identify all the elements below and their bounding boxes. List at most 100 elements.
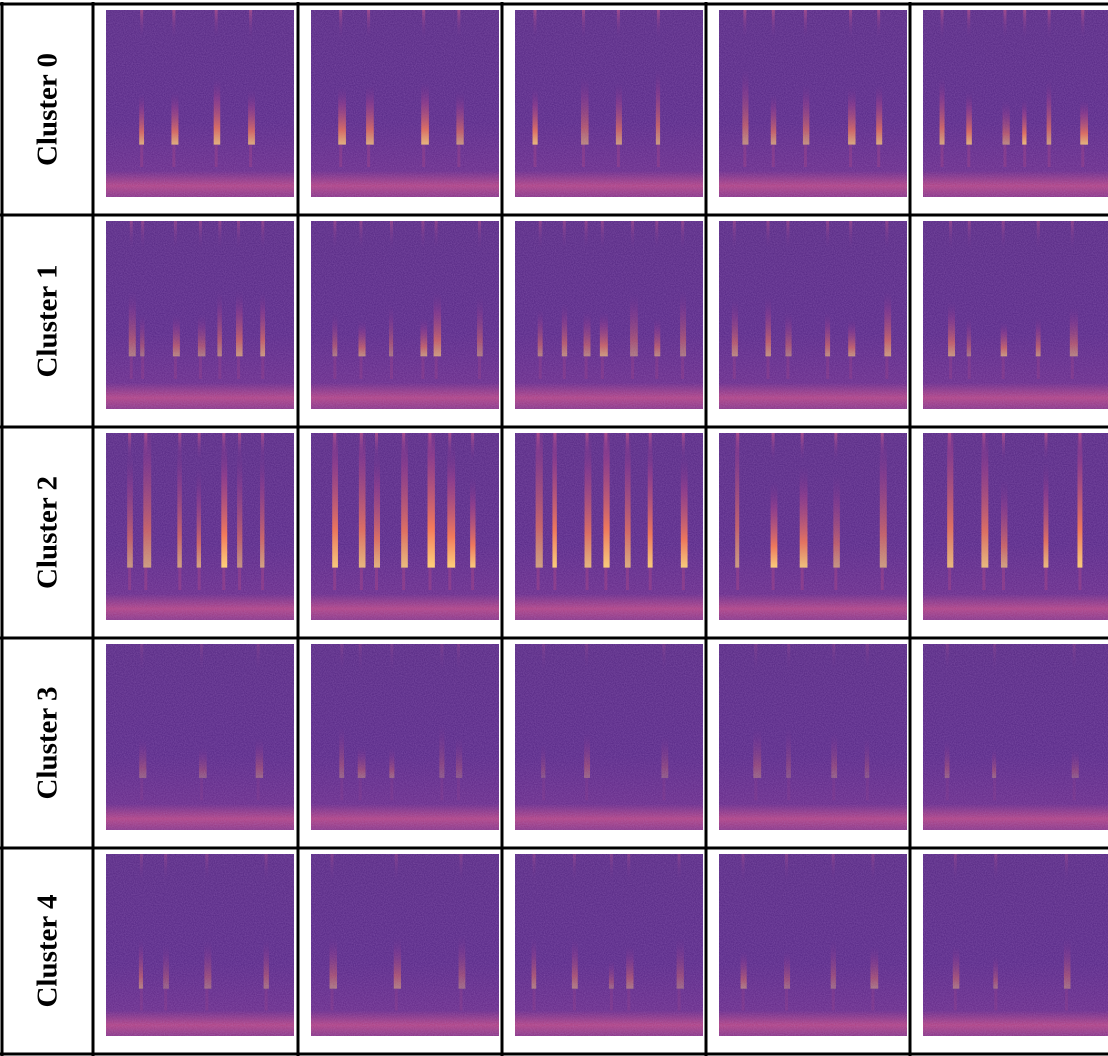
streak-upper [616, 10, 620, 39]
streak [260, 292, 266, 357]
streak-upper [471, 433, 475, 462]
streak [833, 473, 840, 568]
streak-upper [736, 433, 740, 462]
streak-upper [967, 10, 971, 39]
streak [825, 312, 831, 357]
streak-lower [940, 144, 944, 168]
streak [655, 69, 661, 145]
streak [966, 317, 972, 357]
spectrogram-layer [923, 854, 1108, 1036]
streak [603, 433, 610, 568]
streak [199, 747, 207, 778]
streak [420, 318, 428, 357]
streak-upper [375, 433, 379, 462]
streak [680, 455, 688, 568]
streak [338, 86, 346, 145]
streak-lower [800, 567, 804, 591]
spectrogram-layer [719, 433, 907, 620]
streak [171, 92, 179, 145]
streak-lower [834, 567, 838, 591]
streak-upper [865, 644, 869, 672]
streak-upper [754, 644, 758, 672]
streak [127, 450, 133, 568]
streak [765, 296, 771, 357]
streak-upper [562, 221, 566, 250]
streak [139, 94, 145, 145]
streak [447, 442, 456, 568]
streak [870, 946, 879, 989]
streak-lower [1023, 144, 1027, 168]
streak [389, 747, 395, 778]
streak-lower [402, 567, 406, 591]
streak [742, 69, 749, 145]
spectrogram [106, 644, 294, 830]
streak [676, 937, 684, 989]
streak-lower [681, 567, 685, 591]
streak-upper [358, 644, 362, 672]
streak [248, 90, 255, 145]
streak [177, 440, 182, 568]
streak [879, 433, 887, 568]
streak [731, 300, 738, 357]
spectrogram [515, 644, 703, 830]
streak-lower [877, 144, 881, 168]
spectrogram-layer [515, 644, 703, 830]
streak-lower [141, 356, 145, 379]
streak-upper [871, 854, 875, 882]
streak-lower [448, 567, 452, 591]
spectrogram [719, 433, 907, 620]
streak [1080, 99, 1088, 145]
streak [799, 465, 808, 568]
streak [427, 433, 435, 568]
streak-upper [625, 433, 629, 462]
streak-lower [786, 356, 790, 379]
streak-lower [261, 567, 265, 591]
streak-upper [218, 221, 222, 250]
streak [939, 77, 945, 145]
streak-lower [1001, 567, 1005, 591]
streak [537, 309, 543, 357]
streak-upper [800, 433, 804, 462]
spectrogram-noise [311, 644, 499, 830]
streak-lower [140, 777, 144, 801]
streak [458, 934, 466, 989]
streak-lower [542, 777, 546, 801]
streak-upper [333, 221, 337, 250]
streak-upper [339, 10, 343, 39]
streak [456, 736, 463, 778]
streak-upper [681, 433, 685, 462]
streak-upper [787, 644, 791, 672]
streak-lower [562, 356, 566, 379]
streak-upper [389, 221, 393, 250]
streak [654, 317, 661, 357]
streak-upper [1044, 433, 1048, 462]
streak-lower [803, 144, 807, 168]
streak-upper [785, 854, 789, 882]
streak-upper [394, 854, 398, 882]
streak [532, 88, 538, 145]
spectrogram-noise [515, 644, 703, 830]
spectrogram-layer [719, 10, 907, 197]
streak-upper [741, 854, 745, 882]
streak [388, 305, 394, 357]
streak [785, 312, 792, 357]
spectrogram [515, 854, 703, 1036]
streak-lower [340, 777, 344, 801]
streak-lower [200, 777, 204, 801]
streak-upper [627, 854, 631, 882]
streak-upper [572, 854, 576, 882]
streak-upper [222, 433, 226, 462]
streak-lower [178, 567, 182, 591]
streak-lower [982, 567, 986, 591]
streak-upper [178, 433, 182, 462]
spectrogram [311, 854, 499, 1036]
streak-upper [771, 433, 775, 462]
streak [213, 78, 221, 145]
streak-lower [953, 988, 957, 1011]
streak-upper [677, 854, 681, 882]
streak-upper [834, 433, 838, 462]
streak-lower [367, 144, 371, 168]
streak [876, 85, 883, 145]
streak-lower [948, 567, 952, 591]
